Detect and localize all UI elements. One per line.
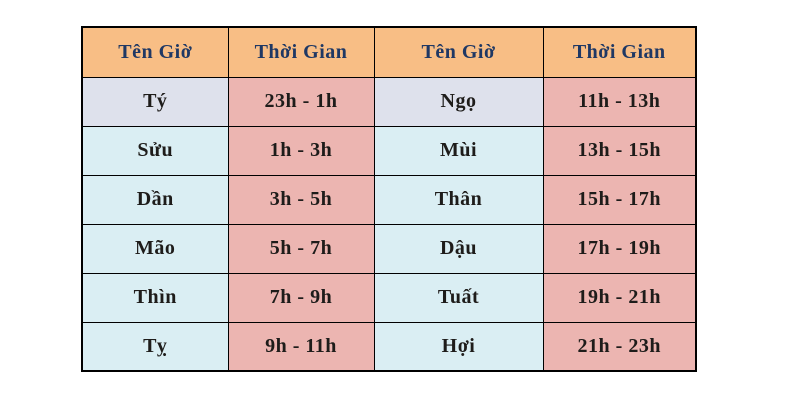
time-range-cell: 9h - 11h: [227, 321, 375, 372]
table-row: Thìn 7h - 9h Tuất 19h - 21h: [81, 272, 697, 323]
header-cell-time-range-right: Thời Gian: [542, 26, 697, 78]
hour-name-cell: Tuất: [373, 272, 544, 323]
hour-name-cell: Hợi: [373, 321, 544, 372]
header-cell-hour-name-right: Tên Giờ: [373, 26, 544, 78]
time-range-cell: 15h - 17h: [542, 174, 697, 225]
time-range-cell: 3h - 5h: [227, 174, 375, 225]
hour-name-cell: Tý: [81, 76, 229, 127]
table-row: Tỵ 9h - 11h Hợi 21h - 23h: [81, 321, 697, 372]
time-range-cell: 19h - 21h: [542, 272, 697, 323]
zodiac-hours-table: Tên Giờ Thời Gian Tên Giờ Thời Gian Tý 2…: [81, 26, 697, 372]
table-row: Dần 3h - 5h Thân 15h - 17h: [81, 174, 697, 225]
time-range-cell: 5h - 7h: [227, 223, 375, 274]
time-range-cell: 1h - 3h: [227, 125, 375, 176]
hour-name-cell: Tỵ: [81, 321, 229, 372]
time-range-cell: 11h - 13h: [542, 76, 697, 127]
time-range-cell: 7h - 9h: [227, 272, 375, 323]
time-range-cell: 13h - 15h: [542, 125, 697, 176]
time-range-cell: 17h - 19h: [542, 223, 697, 274]
hour-name-cell: Sửu: [81, 125, 229, 176]
time-range-cell: 21h - 23h: [542, 321, 697, 372]
header-cell-time-range-left: Thời Gian: [227, 26, 375, 78]
hour-name-cell: Ngọ: [373, 76, 544, 127]
table-row: Mão 5h - 7h Dậu 17h - 19h: [81, 223, 697, 274]
header-cell-hour-name-left: Tên Giờ: [81, 26, 229, 78]
table-row: Tý 23h - 1h Ngọ 11h - 13h: [81, 76, 697, 127]
time-range-cell: 23h - 1h: [227, 76, 375, 127]
hour-name-cell: Dậu: [373, 223, 544, 274]
hour-name-cell: Dần: [81, 174, 229, 225]
hour-name-cell: Thân: [373, 174, 544, 225]
table-row: Sửu 1h - 3h Mùi 13h - 15h: [81, 125, 697, 176]
table-header-row: Tên Giờ Thời Gian Tên Giờ Thời Gian: [81, 26, 697, 78]
hour-name-cell: Mão: [81, 223, 229, 274]
hour-name-cell: Thìn: [81, 272, 229, 323]
hour-name-cell: Mùi: [373, 125, 544, 176]
